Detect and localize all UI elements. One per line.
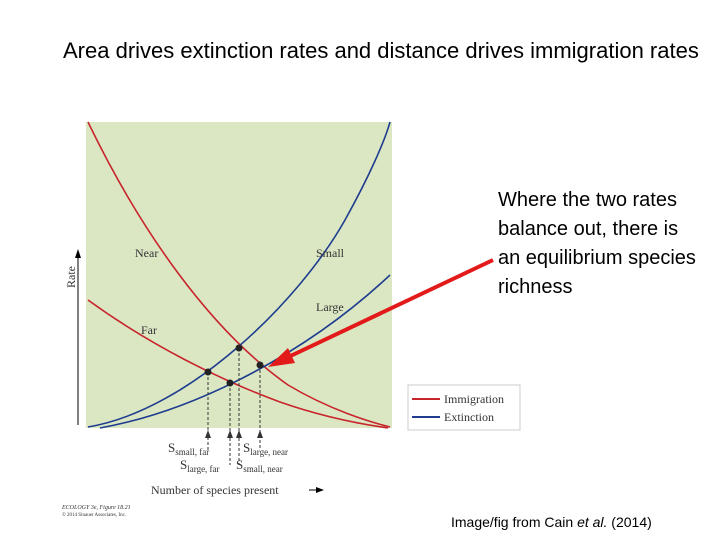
image-credit: Image/fig from Cain et al. (2014) bbox=[451, 514, 652, 530]
legend-immigration-label: Immigration bbox=[444, 392, 504, 406]
immigration-far-curve bbox=[87, 299, 389, 429]
extinction-small-curve bbox=[87, 121, 391, 428]
s-small-near-label: Ssmall, near bbox=[236, 457, 283, 474]
callout-arrow-line bbox=[281, 258, 494, 362]
equilibrium-callout-text: Where the two rates balance out, there i… bbox=[498, 189, 696, 298]
y-axis-arrowhead bbox=[75, 249, 81, 258]
legend-extinction-label: Extinction bbox=[444, 410, 494, 424]
small-label: Small bbox=[316, 246, 345, 260]
immigration-near-curve bbox=[87, 121, 391, 428]
x-axis-arrowhead bbox=[316, 487, 324, 493]
figure-footer-line2: © 2014 Sinauer Associates, Inc. bbox=[62, 512, 126, 518]
y-axis-label: Rate bbox=[64, 266, 78, 288]
legend-box bbox=[407, 384, 521, 431]
equilibrium-point-large-near bbox=[256, 361, 264, 369]
extinction-large-curve bbox=[99, 274, 391, 429]
plot-panel bbox=[86, 122, 392, 428]
slide-title: Area drives extinction rates and distanc… bbox=[63, 38, 699, 63]
s-small-far-label: Ssmall, far bbox=[168, 440, 209, 457]
callout-arrowhead bbox=[268, 348, 295, 367]
s-large-far-label: Slarge, far bbox=[180, 457, 220, 474]
x-axis-label: Number of species present bbox=[151, 483, 279, 497]
far-label: Far bbox=[141, 323, 157, 337]
equilibrium-point-small-near bbox=[235, 344, 243, 352]
near-label: Near bbox=[135, 246, 158, 260]
figure-footer-line1: ECOLOGY 3e, Figure 18.21 bbox=[61, 505, 131, 511]
equilibrium-point-large-far bbox=[226, 379, 234, 387]
large-label: Large bbox=[316, 300, 344, 314]
s-arrows bbox=[205, 430, 263, 438]
s-large-near-label: Slarge, near bbox=[243, 440, 288, 457]
equilibrium-point-small-far bbox=[204, 368, 212, 376]
